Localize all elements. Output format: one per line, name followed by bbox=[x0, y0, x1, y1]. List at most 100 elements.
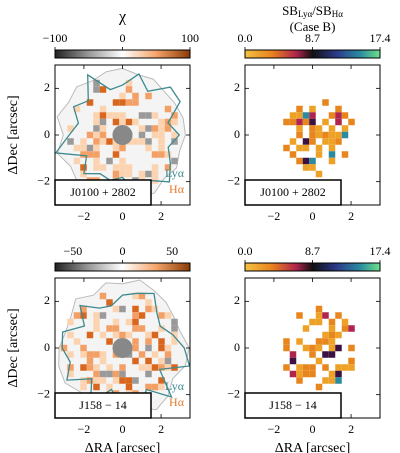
map-pixel bbox=[158, 383, 165, 391]
map-pixel bbox=[328, 112, 336, 119]
map-pixel bbox=[125, 331, 133, 339]
map-pixel bbox=[158, 131, 165, 139]
map-pixel bbox=[73, 144, 81, 152]
map-pixel bbox=[145, 331, 152, 339]
map-pixel bbox=[309, 370, 316, 378]
map-pixel bbox=[315, 125, 323, 132]
y-tick-label: −2 bbox=[37, 173, 50, 187]
map-pixel bbox=[80, 164, 87, 171]
map-pixel bbox=[106, 383, 113, 391]
map-pixel bbox=[132, 305, 139, 313]
map-pixel bbox=[93, 351, 100, 358]
qso-mask bbox=[112, 125, 133, 145]
map-pixel bbox=[296, 118, 303, 126]
y-tick-label: 0 bbox=[234, 127, 240, 141]
target-label: J0100 + 2802 bbox=[70, 185, 135, 199]
map-pixel bbox=[99, 331, 107, 339]
y-tick-label: 0 bbox=[44, 127, 50, 141]
map-pixel bbox=[132, 118, 139, 126]
map-pixel bbox=[348, 325, 355, 332]
map-pixel bbox=[283, 144, 290, 152]
map-pixel bbox=[164, 164, 172, 171]
map-pixel bbox=[328, 344, 336, 352]
map-pixel bbox=[296, 377, 303, 384]
map-pixel bbox=[151, 112, 159, 119]
map-pixel bbox=[112, 331, 120, 339]
map-pixel bbox=[309, 164, 316, 171]
map-pixel bbox=[73, 338, 81, 345]
map-pixel bbox=[99, 131, 107, 139]
map-pixel bbox=[296, 144, 303, 152]
map-pixel bbox=[315, 383, 323, 391]
map-pixel bbox=[328, 144, 336, 152]
map-pixel bbox=[328, 138, 336, 145]
line-label-lya: Lyα bbox=[165, 166, 185, 180]
x-tick-label: 2 bbox=[348, 209, 354, 223]
map-pixel bbox=[309, 118, 316, 126]
map-pixel bbox=[335, 138, 342, 145]
map-pixel bbox=[341, 112, 349, 119]
map-pixel bbox=[119, 370, 126, 378]
map-pixel bbox=[99, 357, 107, 365]
map-pixel bbox=[67, 351, 74, 358]
map-pixel bbox=[348, 344, 355, 352]
line-label-lya: Lyα bbox=[165, 379, 185, 393]
map-pixel bbox=[158, 118, 165, 126]
map-pixel bbox=[86, 131, 94, 139]
map-pixel bbox=[322, 138, 329, 145]
map-pixel bbox=[125, 383, 133, 391]
map-pixel bbox=[302, 364, 310, 371]
map-pixel bbox=[99, 351, 107, 358]
map-pixel bbox=[158, 357, 165, 365]
map-pixel bbox=[112, 170, 120, 178]
map-pixel bbox=[112, 164, 120, 171]
map-pixel bbox=[328, 338, 336, 345]
target-box bbox=[54, 392, 152, 419]
map-pixel bbox=[138, 312, 146, 319]
colorbar-tick-label: 0.0 bbox=[238, 31, 253, 45]
line-label-ha: Hα bbox=[169, 395, 185, 409]
map-pixel bbox=[93, 157, 100, 165]
map-pixel bbox=[125, 79, 133, 87]
map-pixel bbox=[315, 151, 323, 158]
map-pixel bbox=[164, 105, 172, 113]
y-tick-label: −2 bbox=[227, 386, 240, 400]
map-pixel bbox=[171, 131, 178, 139]
map-pixel bbox=[341, 325, 349, 332]
map-pixel bbox=[296, 370, 303, 378]
map-pixel bbox=[119, 157, 126, 165]
map-pixel bbox=[106, 370, 113, 378]
map-pixel bbox=[158, 312, 165, 319]
map-pixel bbox=[164, 357, 172, 365]
y-axis-label: ΔDec [arcsec] bbox=[6, 95, 21, 174]
colorbar-tick-label: 17.4 bbox=[370, 31, 391, 45]
map-pixel bbox=[86, 377, 94, 384]
map-pixel bbox=[151, 351, 159, 358]
map-pixel bbox=[164, 125, 172, 132]
map-pixel bbox=[138, 131, 146, 139]
map-image bbox=[283, 99, 355, 178]
map-pixel bbox=[164, 312, 172, 319]
map-pixel bbox=[151, 164, 159, 171]
map-pixel bbox=[296, 338, 303, 345]
colorbar-label: χ bbox=[118, 9, 127, 26]
map-pixel bbox=[322, 338, 329, 345]
map-pixel bbox=[106, 138, 113, 145]
y-tick-label: 0 bbox=[234, 340, 240, 354]
map-pixel bbox=[93, 125, 100, 132]
map-pixel bbox=[335, 312, 342, 319]
map-pixel bbox=[341, 364, 349, 371]
lya-contour bbox=[61, 292, 191, 411]
map-pixel bbox=[93, 318, 100, 326]
map-pixel bbox=[80, 377, 87, 384]
map-pixel bbox=[151, 125, 159, 132]
map-pixel bbox=[80, 351, 87, 358]
map-pixel bbox=[335, 118, 342, 126]
map-pixel bbox=[132, 92, 139, 100]
map-pixel bbox=[171, 318, 178, 326]
map-pixel bbox=[328, 325, 336, 332]
map-pixel bbox=[119, 99, 126, 106]
map-pixel bbox=[80, 383, 87, 391]
map-pixel bbox=[302, 164, 310, 171]
colorbar bbox=[54, 262, 191, 272]
